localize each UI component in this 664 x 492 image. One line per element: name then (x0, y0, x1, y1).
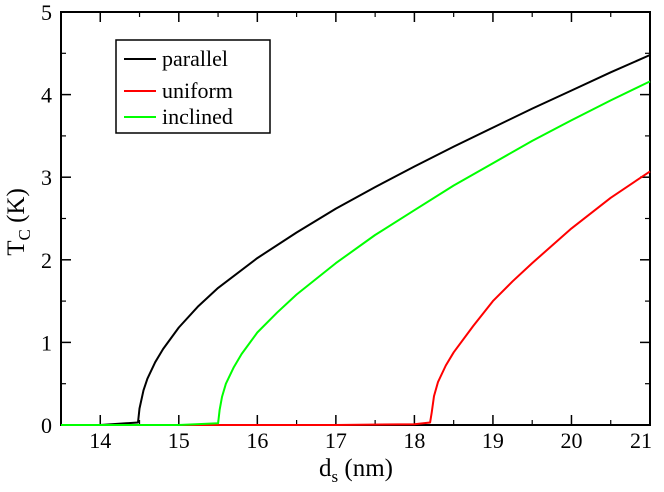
x-tick-label: 20 (560, 428, 582, 453)
x-tick-label: 16 (246, 428, 268, 453)
x-tick-label: 15 (168, 428, 190, 453)
x-tick-label: 17 (325, 428, 347, 453)
y-tick-label: 5 (41, 0, 52, 25)
y-axis-label: TC (K) (3, 188, 34, 256)
legend-label-parallel: parallel (162, 46, 228, 71)
y-tick-label: 4 (41, 83, 52, 108)
y-tick-label: 2 (41, 248, 52, 273)
y-tick-label: 1 (41, 330, 52, 355)
series-line-uniform (61, 170, 651, 426)
legend: parallel uniform inclined (115, 39, 271, 134)
x-tick-label: 18 (403, 428, 425, 453)
x-axis-label: ds (nm) (319, 455, 393, 486)
y-tick-label: 3 (41, 165, 52, 190)
legend-label-inclined: inclined (162, 104, 233, 129)
x-tick-label: 14 (89, 428, 111, 453)
series-layer (61, 54, 651, 426)
series-line-inclined (61, 80, 651, 426)
y-tick-label: 0 (41, 413, 52, 438)
legend-label-uniform: uniform (162, 78, 233, 103)
x-tick-label: 19 (482, 428, 504, 453)
series-line-parallel (61, 54, 651, 426)
x-tick-label: 21 (630, 428, 652, 453)
x-axis-ticks: 14 15 16 17 18 19 20 21 (60, 12, 652, 453)
